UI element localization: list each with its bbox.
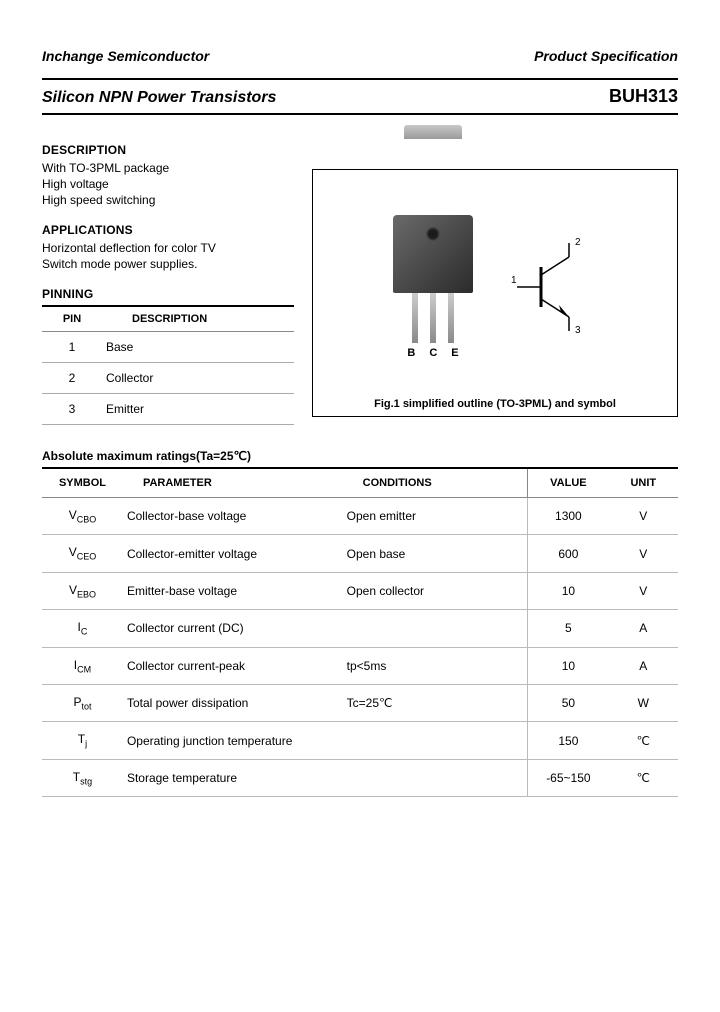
column-header: PIN: [42, 306, 102, 332]
symbol-cell: IC: [42, 610, 123, 647]
sym-label: 3: [575, 325, 581, 336]
unit-cell: A: [609, 610, 678, 647]
param-cell: Emitter-base voltage: [123, 572, 343, 609]
param-cell: Storage temperature: [123, 759, 343, 796]
list-item: High speed switching: [42, 193, 294, 207]
unit-cell: V: [609, 498, 678, 535]
right-column: B C E 1 2 3 Fig.1: [312, 143, 678, 425]
part-number: BUH313: [609, 86, 678, 107]
sym-label: 2: [575, 237, 581, 248]
symbol-cell: VEBO: [42, 572, 123, 609]
table-row: ICCollector current (DC) 5A: [42, 610, 678, 647]
unit-cell: A: [609, 647, 678, 684]
desc-cell: Collector: [102, 363, 294, 394]
table-row: 2Collector: [42, 363, 294, 394]
symbol-cell: VCBO: [42, 498, 123, 535]
unit-cell: V: [609, 535, 678, 572]
value-cell: 1300: [528, 498, 609, 535]
param-cell: Operating junction temperature: [123, 722, 343, 759]
param-cell: Total power dissipation: [123, 684, 343, 721]
title-row: Silicon NPN Power Transistors BUH313: [42, 78, 678, 115]
param-cell: Collector-base voltage: [123, 498, 343, 535]
table-row: 1Base: [42, 332, 294, 363]
cond-cell: tp<5ms: [343, 647, 528, 684]
cond-cell: Open emitter: [343, 498, 528, 535]
column-header: VALUE: [528, 468, 609, 498]
ratings-table: SYMBOL PARAMETER CONDITIONS VALUE UNIT V…: [42, 467, 678, 797]
value-cell: 600: [528, 535, 609, 572]
column-header: SYMBOL: [42, 468, 123, 498]
table-row: TjOperating junction temperature 150℃: [42, 722, 678, 759]
column-header: DESCRIPTION: [102, 306, 294, 332]
unit-cell: V: [609, 572, 678, 609]
param-cell: Collector current (DC): [123, 610, 343, 647]
page-title: Silicon NPN Power Transistors: [42, 89, 276, 107]
list-item: High voltage: [42, 177, 294, 191]
desc-cell: Emitter: [102, 394, 294, 425]
description-list: With TO-3PML package High voltage High s…: [42, 161, 294, 207]
list-item: Horizontal deflection for color TV: [42, 241, 294, 255]
column-header: CONDITIONS: [343, 468, 528, 498]
company-name: Inchange Semiconductor: [42, 48, 209, 64]
lead-label: C: [429, 347, 437, 359]
pinning-heading: PINNING: [42, 287, 294, 301]
value-cell: 10: [528, 572, 609, 609]
symbol-cell: Tstg: [42, 759, 123, 796]
table-row: VCBOCollector-base voltageOpen emitter13…: [42, 498, 678, 535]
header-row: Inchange Semiconductor Product Specifica…: [42, 48, 678, 64]
main-columns: DESCRIPTION With TO-3PML package High vo…: [42, 143, 678, 425]
cond-cell: [343, 722, 528, 759]
transistor-symbol-icon: 1 2 3: [507, 227, 597, 347]
doc-type: Product Specification: [534, 48, 678, 64]
pin-cell: 2: [42, 363, 102, 394]
param-cell: Collector current-peak: [123, 647, 343, 684]
cond-cell: Tc=25℃: [343, 684, 528, 721]
pin-cell: 3: [42, 394, 102, 425]
list-item: Switch mode power supplies.: [42, 257, 294, 271]
figure-caption: Fig.1 simplified outline (TO-3PML) and s…: [323, 394, 667, 410]
figure-box: B C E 1 2 3 Fig.1: [312, 169, 678, 417]
column-header: UNIT: [609, 468, 678, 498]
table-row: TstgStorage temperature -65~150℃: [42, 759, 678, 796]
table-row: VEBOEmitter-base voltageOpen collector10…: [42, 572, 678, 609]
figure-drawing: B C E 1 2 3: [323, 180, 667, 394]
cond-cell: Open collector: [343, 572, 528, 609]
sym-label: 1: [511, 275, 517, 286]
unit-cell: ℃: [609, 722, 678, 759]
applications-list: Horizontal deflection for color TV Switc…: [42, 241, 294, 271]
lead-label: E: [451, 347, 458, 359]
description-heading: DESCRIPTION: [42, 143, 294, 157]
applications-heading: APPLICATIONS: [42, 223, 294, 237]
value-cell: 150: [528, 722, 609, 759]
symbol-cell: Tj: [42, 722, 123, 759]
unit-cell: ℃: [609, 759, 678, 796]
column-header: PARAMETER: [123, 468, 343, 498]
table-row: ICMCollector current-peaktp<5ms10A: [42, 647, 678, 684]
param-cell: Collector-emitter voltage: [123, 535, 343, 572]
pin-cell: 1: [42, 332, 102, 363]
symbol-cell: ICM: [42, 647, 123, 684]
ratings-heading: Absolute maximum ratings(Ta=25℃): [42, 449, 678, 463]
value-cell: -65~150: [528, 759, 609, 796]
symbol-cell: VCEO: [42, 535, 123, 572]
cond-cell: Open base: [343, 535, 528, 572]
unit-cell: W: [609, 684, 678, 721]
table-row: 3Emitter: [42, 394, 294, 425]
table-row: VCEOCollector-emitter voltageOpen base60…: [42, 535, 678, 572]
package-outline-icon: B C E: [393, 215, 473, 359]
cond-cell: [343, 759, 528, 796]
value-cell: 10: [528, 647, 609, 684]
value-cell: 5: [528, 610, 609, 647]
table-row: PtotTotal power dissipationTc=25℃50W: [42, 684, 678, 721]
desc-cell: Base: [102, 332, 294, 363]
lead-label: B: [407, 347, 415, 359]
left-column: DESCRIPTION With TO-3PML package High vo…: [42, 143, 294, 425]
pinning-table: PIN DESCRIPTION 1Base 2Collector 3Emitte…: [42, 305, 294, 425]
list-item: With TO-3PML package: [42, 161, 294, 175]
symbol-cell: Ptot: [42, 684, 123, 721]
value-cell: 50: [528, 684, 609, 721]
cond-cell: [343, 610, 528, 647]
